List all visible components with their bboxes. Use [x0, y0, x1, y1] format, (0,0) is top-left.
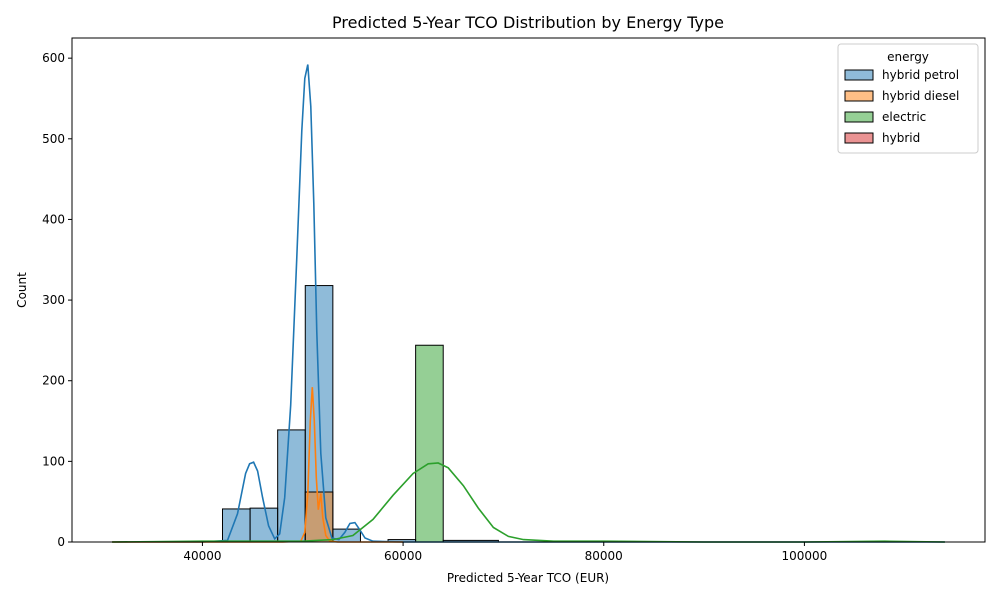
legend-label-hybrid-diesel: hybrid diesel [882, 89, 959, 103]
legend-label-electric: electric [882, 110, 926, 124]
y-tick-label: 200 [42, 374, 65, 388]
bar-hybrid-petrol-0 [221, 508, 251, 543]
bar-hybrid-petrol-2 [277, 429, 306, 543]
bar-electric-0 [415, 344, 444, 543]
legend-label-hybrid: hybrid [882, 131, 920, 145]
y-tick-label: 300 [42, 293, 65, 307]
legend-swatch-electric [844, 111, 874, 123]
x-tick-label: 60000 [384, 549, 422, 563]
y-axis: 0 100 200 300 400 500 600 [42, 51, 72, 549]
bar-hybrid-diesel-0 [304, 491, 334, 543]
y-tick-label: 0 [57, 535, 65, 549]
legend: energy hybrid petrol hybrid diesel electri… [837, 43, 979, 154]
legend-label-hybrid-petrol: hybrid petrol [882, 68, 959, 82]
y-tick-label: 600 [42, 51, 65, 65]
bar-hybrid-petrol-4 [332, 528, 361, 543]
y-tick-label: 500 [42, 132, 65, 146]
legend-title: energy [887, 50, 929, 64]
y-tick-label: 100 [42, 454, 65, 468]
legend-items: hybrid petrol hybrid diesel electric hybrid [844, 68, 959, 145]
kde-line-hybrid-diesel [112, 387, 404, 543]
kde-line-hybrid-petrol [112, 64, 945, 543]
kde-layer [112, 64, 945, 543]
chart-title: Predicted 5-Year TCO Distribution by Ene… [332, 13, 724, 32]
legend-swatch-hybrid [844, 132, 874, 144]
y-axis-label: Count [15, 272, 29, 308]
y-tick-label: 400 [42, 212, 65, 226]
legend-swatch-hybrid-petrol [844, 69, 874, 81]
legend-swatch-hybrid-diesel [844, 90, 874, 102]
x-tick-label: 40000 [183, 549, 221, 563]
x-tick-label: 100000 [782, 549, 828, 563]
x-axis: 40000 60000 80000 100000 [183, 542, 827, 563]
x-tick-label: 80000 [585, 549, 623, 563]
plot-frame [71, 37, 986, 543]
bars-layer [221, 285, 499, 543]
x-axis-label: Predicted 5-Year TCO (EUR) [447, 571, 609, 585]
